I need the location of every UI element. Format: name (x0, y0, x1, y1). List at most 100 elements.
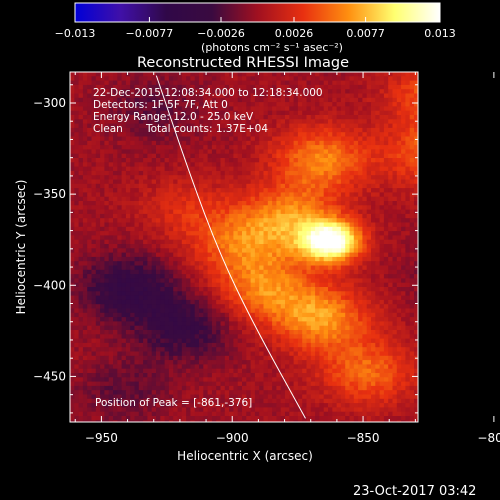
heatmap-cell (91, 330, 97, 335)
heatmap-cell (156, 115, 161, 120)
heatmap-cell (345, 282, 350, 288)
heatmap-cell (70, 93, 75, 99)
heatmap-cell (254, 291, 260, 296)
heatmap-cell (362, 312, 368, 318)
heatmap-cell (121, 123, 127, 129)
heatmap-cell (168, 213, 174, 219)
heatmap-cell (362, 295, 368, 301)
heatmap-cell (211, 330, 217, 335)
heatmap-cell (207, 115, 213, 120)
heatmap-cell (319, 84, 325, 90)
heatmap-cell (353, 166, 359, 172)
heatmap-cell (125, 256, 131, 262)
heatmap-cell (229, 226, 234, 232)
heatmap-cell (302, 226, 307, 232)
heatmap-cell (285, 209, 290, 215)
heatmap-cell (173, 239, 178, 245)
heatmap-cell (353, 170, 359, 176)
heatmap-cell (121, 132, 127, 137)
heatmap-cell (306, 162, 312, 167)
heatmap-cell (409, 192, 415, 198)
heatmap-cell (319, 312, 325, 318)
heatmap-cell (383, 291, 389, 296)
heatmap-cell (293, 304, 299, 309)
heatmap-cell (199, 205, 204, 210)
heatmap-cell (379, 170, 385, 176)
heatmap-cell (113, 106, 118, 112)
heatmap-cell (250, 308, 256, 314)
heatmap-cell (383, 140, 389, 146)
heatmap-cell (186, 115, 191, 120)
heatmap-cell (246, 321, 251, 327)
heatmap-cell (177, 278, 183, 284)
heatmap-cell (74, 334, 79, 339)
heatmap-cell (259, 84, 264, 90)
heatmap-cell (289, 269, 294, 275)
heatmap-cell (229, 196, 234, 202)
heatmap-cell (108, 196, 114, 202)
heatmap-cell (194, 106, 200, 112)
heatmap-cell (323, 188, 329, 193)
heatmap-cell (207, 278, 213, 284)
heatmap-cell (242, 282, 247, 288)
heatmap-cell (310, 239, 316, 245)
heatmap-cell (143, 308, 148, 314)
heatmap-cell (125, 308, 131, 314)
heatmap-cell (121, 136, 127, 142)
heatmap-cell (396, 140, 402, 146)
heatmap-cell (143, 136, 148, 142)
heatmap-cell (108, 235, 114, 241)
heatmap-cell (164, 278, 170, 284)
heatmap-cell (143, 205, 148, 210)
heatmap-cell (349, 274, 355, 279)
heatmap-cell (220, 153, 226, 159)
heatmap-cell (396, 321, 402, 327)
heatmap-cell (121, 291, 127, 296)
heatmap-cell (254, 252, 260, 258)
heatmap-cell (186, 110, 191, 116)
heatmap-cell (319, 274, 325, 279)
heatmap-cell (151, 132, 157, 137)
heatmap-cell (134, 317, 140, 322)
heatmap-cell (203, 93, 208, 99)
heatmap-cell (396, 218, 402, 223)
heatmap-cell (229, 299, 234, 305)
heatmap-cell (315, 196, 320, 202)
heatmap-cell (366, 183, 372, 189)
heatmap-cell (125, 89, 131, 94)
heatmap-cell (117, 97, 122, 103)
heatmap-cell (143, 97, 148, 103)
heatmap-cell (340, 188, 346, 193)
heatmap-cell (340, 115, 346, 120)
heatmap-cell (358, 175, 363, 180)
heatmap-cell (164, 244, 170, 249)
heatmap-cell (95, 102, 101, 107)
heatmap-cell (332, 295, 337, 301)
heatmap-cell (203, 334, 208, 339)
heatmap-cell (319, 196, 325, 202)
heatmap-cell (173, 235, 178, 241)
heatmap-cell (254, 72, 260, 77)
heatmap-cell (353, 330, 359, 335)
heatmap-cell (186, 218, 191, 223)
heatmap-cell (125, 145, 131, 150)
heatmap-cell (310, 127, 316, 133)
heatmap-cell (199, 334, 204, 339)
heatmap-cell (340, 218, 346, 223)
heatmap-cell (181, 158, 187, 163)
heatmap-cell (82, 188, 88, 193)
heatmap-cell (379, 256, 385, 262)
heatmap-cell (306, 269, 312, 275)
heatmap-cell (310, 325, 316, 331)
heatmap-cell (319, 153, 325, 159)
heatmap-cell (134, 334, 140, 339)
heatmap-cell (242, 244, 247, 249)
heatmap-cell (181, 334, 187, 339)
heatmap-cell (289, 170, 294, 176)
heatmap-cell (379, 153, 385, 159)
heatmap-cell (87, 299, 92, 305)
heatmap-cell (353, 196, 359, 202)
heatmap-cell (388, 278, 393, 284)
heatmap-cell (371, 140, 376, 146)
heatmap-cell (203, 175, 208, 180)
